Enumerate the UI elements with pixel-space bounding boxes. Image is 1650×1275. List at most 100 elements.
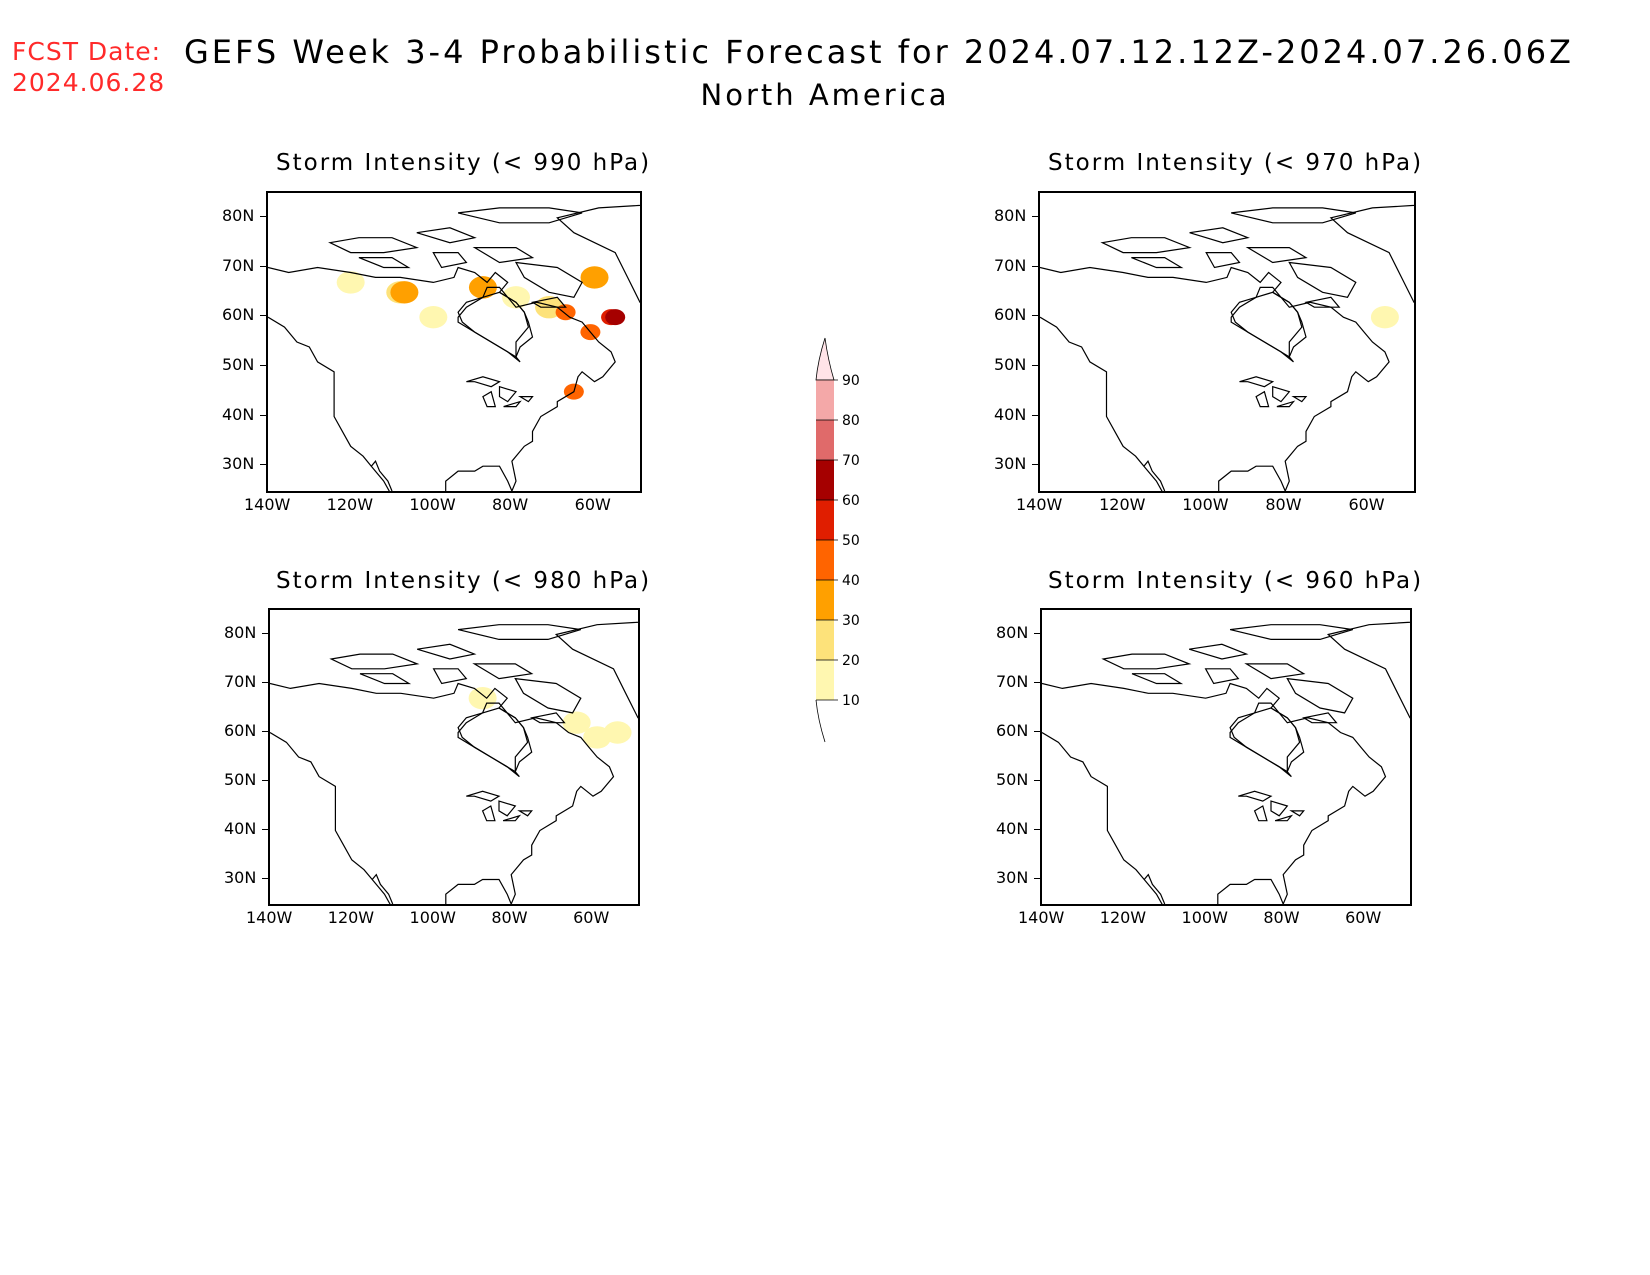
- longitude-label: 140W: [1018, 908, 1065, 927]
- probability-cell: [390, 281, 419, 304]
- longitude-label: 100W: [1181, 908, 1228, 927]
- gulf-of-california: [371, 873, 394, 904]
- colorbar-level-label: 40: [842, 573, 860, 589]
- gulf-of-california: [1143, 873, 1166, 904]
- coastline: [1040, 266, 1390, 491]
- great-lake: [1270, 800, 1289, 817]
- panel-title: Storm Intensity (< 990 hPa): [276, 150, 652, 176]
- great-lake: [1239, 376, 1275, 388]
- arctic-island: [1231, 207, 1356, 224]
- latitude-tick: [1032, 265, 1038, 267]
- probability-cell: [605, 309, 626, 326]
- great-lake: [498, 800, 517, 817]
- fcst-date-label: FCST Date:: [12, 37, 162, 66]
- hudson-bay: [1229, 707, 1301, 773]
- west-coastline: [1042, 731, 1163, 904]
- map-960: [1040, 608, 1412, 906]
- hudson-bay: [457, 707, 529, 773]
- probability-cell: [580, 266, 609, 289]
- arctic-island: [417, 643, 477, 660]
- arctic-island: [432, 251, 468, 269]
- latitude-tick: [1032, 215, 1038, 217]
- arctic-island: [1189, 227, 1250, 244]
- longitude-label: 80W: [491, 908, 528, 927]
- west-coastline: [268, 316, 390, 491]
- arctic-island: [1302, 712, 1338, 724]
- latitude-label: 50N: [994, 354, 1027, 374]
- arctic-island: [1244, 663, 1306, 680]
- probability-cell: [603, 721, 632, 744]
- coastline: [1042, 682, 1387, 904]
- arctic-island: [359, 673, 412, 685]
- arctic-island: [514, 677, 582, 714]
- greenland: [554, 621, 638, 719]
- latitude-tick: [260, 315, 266, 317]
- latitude-label: 40N: [222, 404, 255, 424]
- arctic-island: [472, 663, 534, 680]
- colorbar-level-label: 60: [842, 493, 860, 509]
- latitude-label: 80N: [222, 205, 255, 225]
- colorbar-level-label: 30: [842, 613, 860, 629]
- longitude-label: 80W: [1263, 908, 1300, 927]
- latitude-label: 40N: [224, 818, 257, 838]
- coastline: [268, 266, 616, 491]
- great-lake: [1291, 396, 1308, 403]
- arctic-island: [1101, 653, 1192, 670]
- colorbar-level-label: 50: [842, 533, 860, 549]
- latitude-label: 80N: [996, 622, 1029, 642]
- hudson-bay: [457, 291, 530, 358]
- longitude-label: 100W: [409, 908, 456, 927]
- latitude-label: 80N: [224, 622, 257, 642]
- arctic-island: [457, 207, 583, 224]
- arctic-island: [530, 712, 566, 724]
- latitude-tick: [1034, 730, 1040, 732]
- longitude-label: 120W: [327, 908, 375, 927]
- arctic-island: [1304, 296, 1341, 308]
- colorbar-segment: [816, 660, 834, 700]
- great-lake: [503, 400, 522, 408]
- arctic-island: [457, 624, 581, 640]
- latitude-label: 60N: [996, 720, 1029, 740]
- latitude-tick: [262, 877, 268, 879]
- longitude-label: 140W: [244, 495, 291, 514]
- probability-cell: [468, 687, 497, 710]
- great-lake: [1274, 814, 1294, 822]
- colorbar-segment: [816, 500, 834, 540]
- longitude-label: 80W: [492, 495, 529, 514]
- latitude-tick: [262, 632, 268, 634]
- gulf-of-california: [370, 460, 393, 491]
- probability-cell: [336, 271, 365, 294]
- latitude-tick: [260, 215, 266, 217]
- longitude-label: 60W: [1345, 908, 1382, 927]
- greenland: [1329, 204, 1414, 303]
- great-lake: [1289, 810, 1305, 817]
- latitude-label: 30N: [996, 867, 1029, 887]
- arctic-island: [472, 246, 535, 264]
- arctic-island: [358, 256, 411, 269]
- colorbar-level-label: 20: [842, 653, 860, 669]
- latitude-label: 50N: [996, 769, 1029, 789]
- great-lake: [498, 385, 518, 403]
- map-canvas: [268, 204, 640, 491]
- longitude-label: 60W: [574, 495, 611, 514]
- latitude-tick: [260, 414, 266, 416]
- region-subtitle: North America: [700, 78, 950, 112]
- latitude-label: 70N: [996, 671, 1029, 691]
- great-lake: [1238, 790, 1273, 802]
- latitude-label: 80N: [994, 205, 1027, 225]
- colorbar-segment: [816, 380, 834, 420]
- map-canvas: [1042, 621, 1410, 904]
- map-980: [268, 608, 640, 906]
- arctic-island: [1100, 237, 1192, 254]
- longitude-label: 120W: [1099, 908, 1147, 927]
- west-coastline: [1040, 316, 1163, 491]
- colorbar-segment: [816, 580, 834, 620]
- probability-cell: [1370, 305, 1399, 329]
- latitude-tick: [262, 779, 268, 781]
- latitude-label: 60N: [994, 305, 1027, 325]
- probability-cell: [562, 711, 591, 734]
- latitude-label: 70N: [994, 255, 1027, 275]
- map-canvas: [270, 621, 638, 904]
- great-lake: [1255, 390, 1270, 408]
- latitude-tick: [1034, 877, 1040, 879]
